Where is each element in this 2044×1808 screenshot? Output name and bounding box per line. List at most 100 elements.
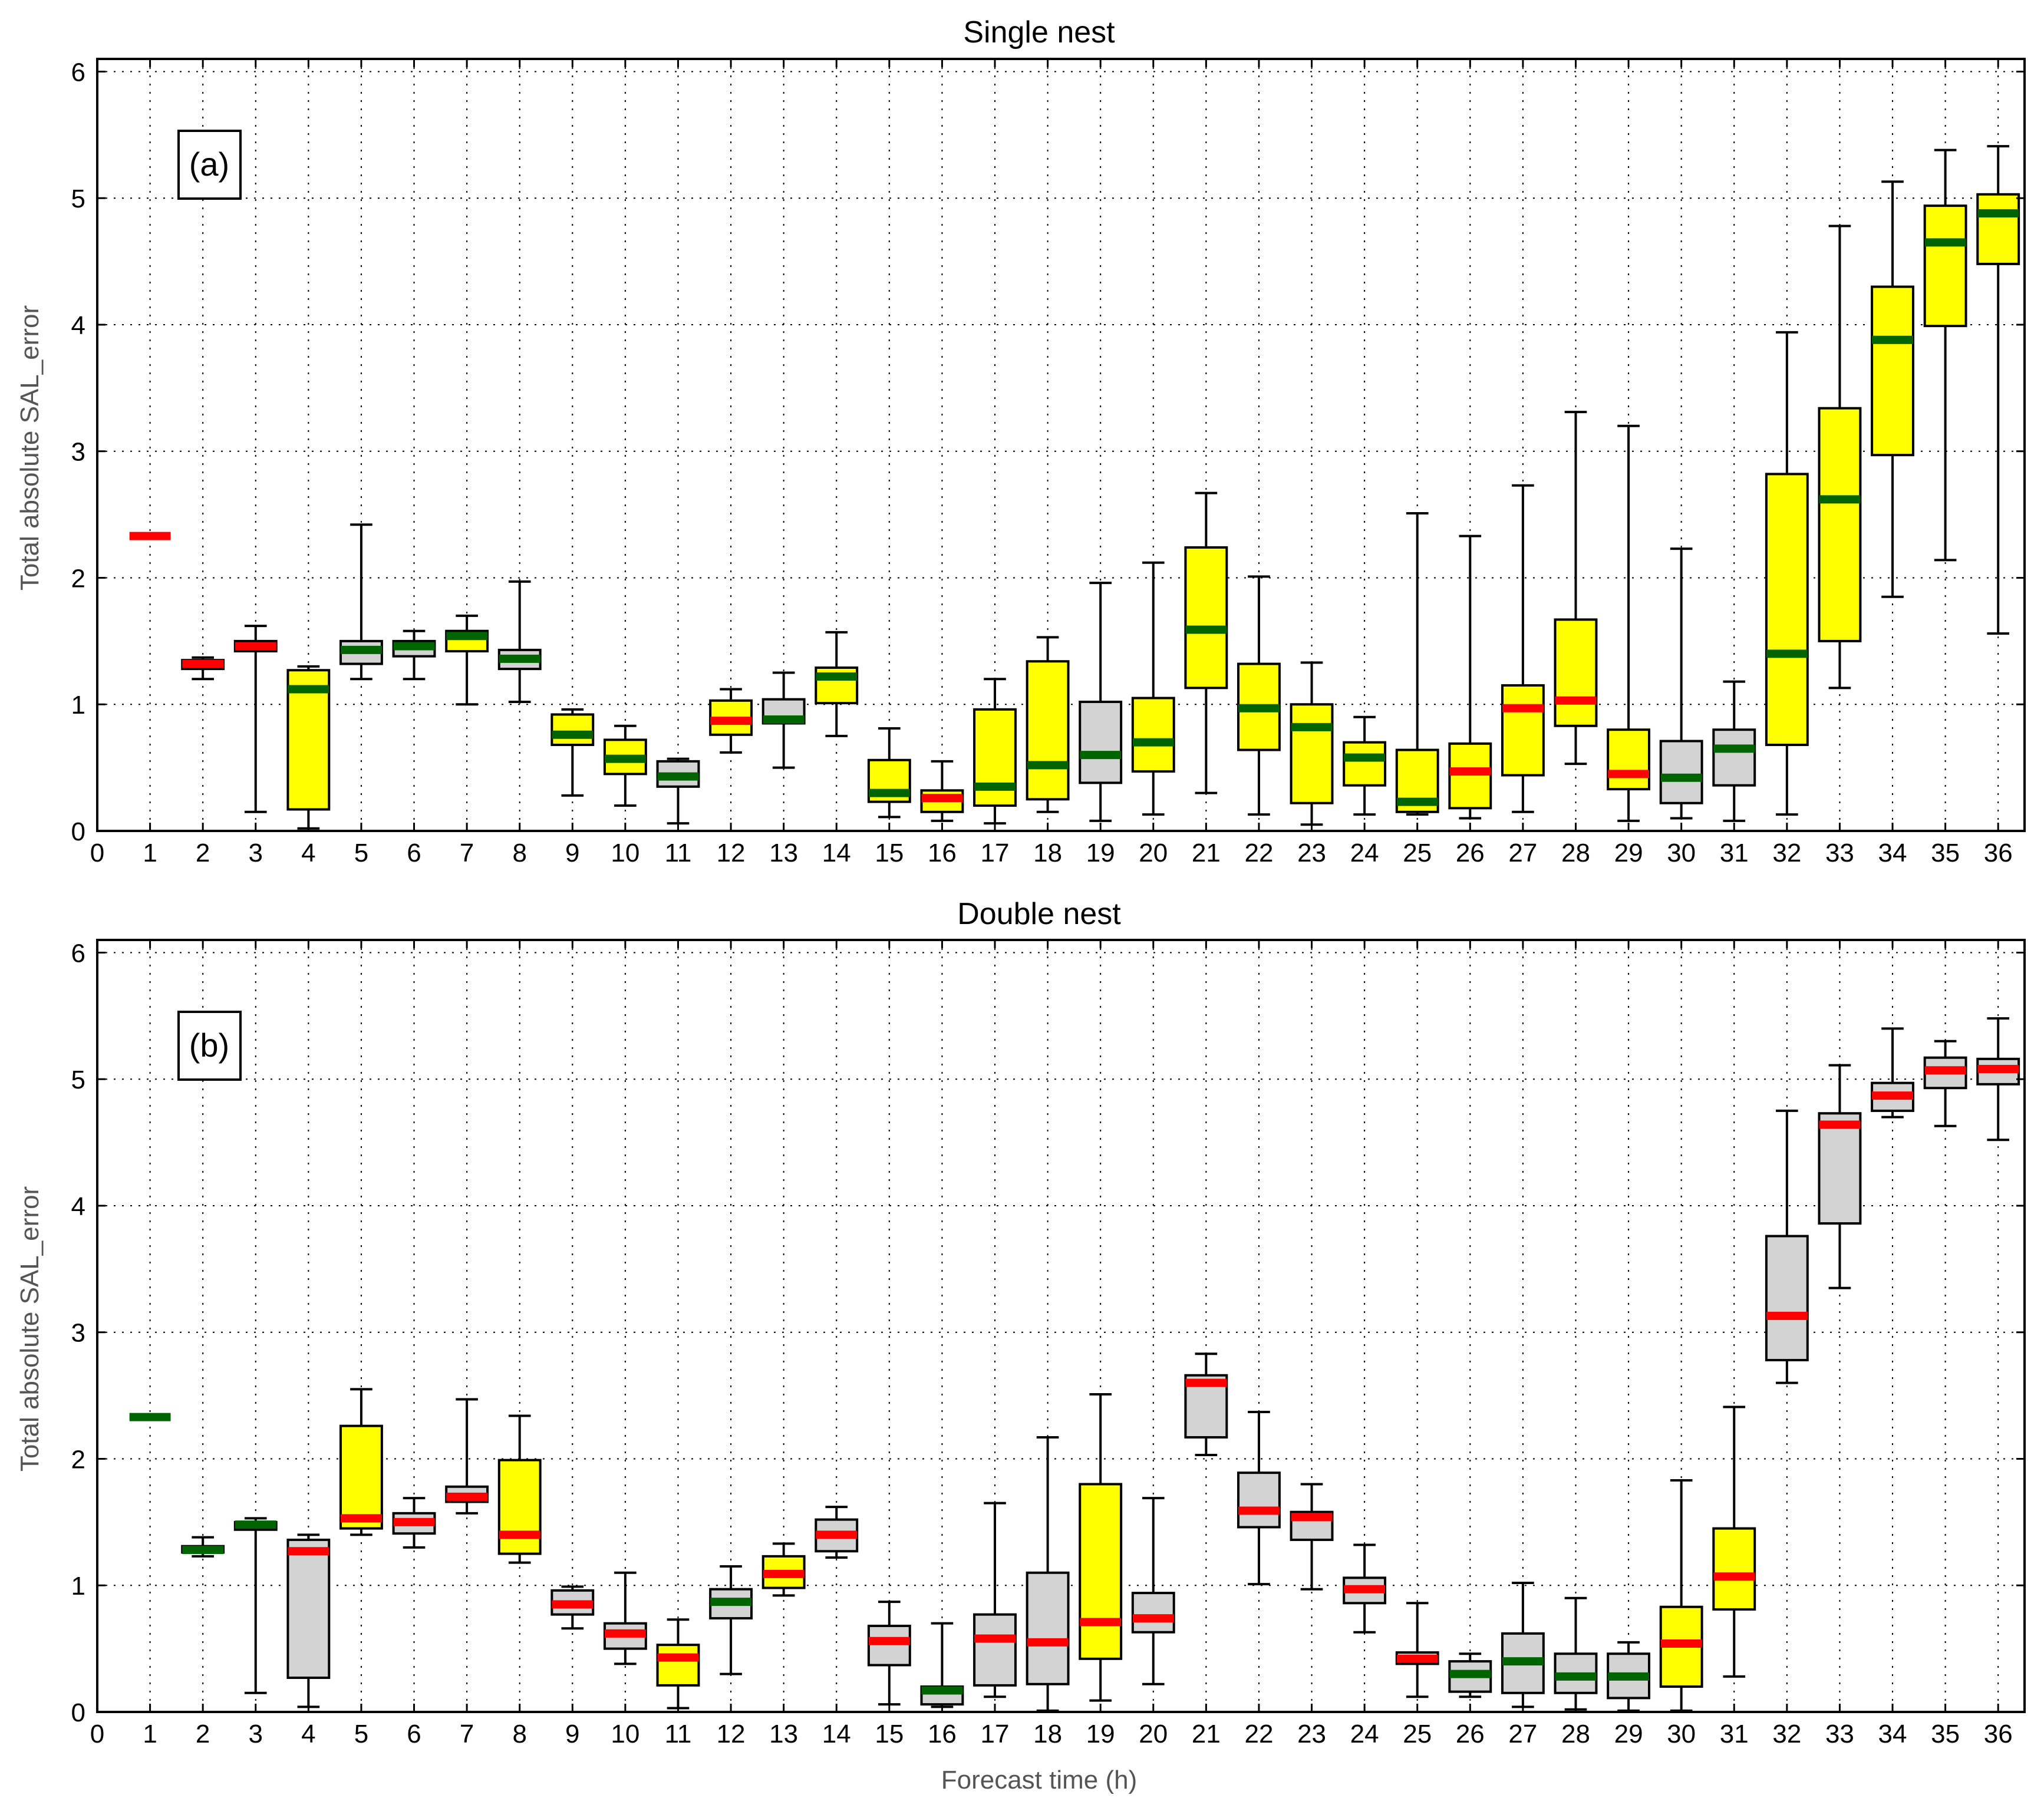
iqr-box bbox=[1923, 204, 1967, 328]
iqr-box bbox=[286, 669, 331, 811]
box-x-15 bbox=[867, 727, 911, 819]
box-x-21 bbox=[1184, 491, 1228, 794]
box-x-2 bbox=[181, 1536, 225, 1558]
axis-ticks: 0 1 2 3 4 5 6 7 8 9 10 11 12 13 14 15 16 17 18 19 20 21 22 23 24… bbox=[71, 58, 2025, 867]
box-x-12 bbox=[709, 688, 753, 754]
x-tick-label: 0 bbox=[90, 1720, 104, 1748]
box-x-3 bbox=[233, 1517, 278, 1694]
x-tick-label: 29 bbox=[1614, 1720, 1643, 1748]
x-tick-label: 15 bbox=[875, 1720, 904, 1748]
box-x-14 bbox=[815, 631, 859, 737]
panel-label: (a) bbox=[189, 146, 229, 183]
box-x-31 bbox=[1712, 1406, 1756, 1678]
x-tick-label: 28 bbox=[1561, 839, 1590, 867]
box-x-30 bbox=[1659, 1479, 1703, 1712]
panel-label: (b) bbox=[189, 1027, 229, 1064]
x-tick-label: 11 bbox=[665, 1720, 692, 1748]
iqr-box bbox=[1554, 618, 1598, 727]
iqr-box bbox=[339, 1424, 383, 1530]
x-tick-label: 18 bbox=[1033, 1720, 1062, 1748]
iqr-box bbox=[1712, 1527, 1756, 1611]
x-tick-label: 24 bbox=[1350, 1720, 1379, 1748]
y-tick-label: 3 bbox=[71, 438, 85, 467]
iqr-box bbox=[1712, 728, 1756, 787]
x-tick-label: 33 bbox=[1825, 1720, 1854, 1748]
iqr-box bbox=[1131, 1592, 1175, 1634]
box-x-29 bbox=[1607, 1641, 1651, 1712]
box-x-17 bbox=[973, 678, 1017, 825]
iqr-box bbox=[1026, 660, 1070, 801]
x-tick-label: 10 bbox=[611, 1720, 639, 1748]
box-x-13 bbox=[761, 671, 806, 769]
x-tick-label: 29 bbox=[1614, 839, 1643, 867]
iqr-box bbox=[656, 1644, 700, 1687]
x-tick-label: 27 bbox=[1508, 1720, 1537, 1748]
x-tick-label: 33 bbox=[1825, 839, 1854, 867]
box-x-16 bbox=[920, 760, 964, 822]
iqr-box bbox=[1501, 684, 1545, 777]
box-x-35 bbox=[1923, 149, 1967, 562]
box-x-18 bbox=[1026, 1436, 1070, 1712]
iqr-box bbox=[973, 1613, 1017, 1687]
x-tick-label: 8 bbox=[512, 1720, 526, 1748]
x-tick-label: 16 bbox=[928, 1720, 957, 1748]
y-axis-label: Total absolute SAL_error bbox=[15, 305, 44, 590]
x-tick-label: 26 bbox=[1456, 839, 1485, 867]
box-x-30 bbox=[1659, 547, 1703, 820]
y-tick-label: 0 bbox=[71, 817, 85, 846]
box-x-5 bbox=[339, 1388, 383, 1536]
x-tick-label: 34 bbox=[1878, 839, 1907, 867]
x-axis-label: Forecast time (h) bbox=[941, 1766, 1138, 1794]
box-x-22 bbox=[1237, 1411, 1281, 1586]
box-x-13 bbox=[761, 1542, 806, 1597]
box-x-4 bbox=[286, 665, 331, 830]
box-x-35 bbox=[1923, 1040, 1967, 1127]
x-tick-label: 4 bbox=[301, 1720, 315, 1748]
y-tick-label: 0 bbox=[71, 1698, 85, 1727]
x-tick-label: 15 bbox=[875, 839, 904, 867]
x-tick-label: 21 bbox=[1192, 1720, 1221, 1748]
x-tick-label: 8 bbox=[512, 839, 526, 867]
iqr-box bbox=[1079, 700, 1123, 784]
box-x-24 bbox=[1343, 1543, 1387, 1634]
x-tick-label: 0 bbox=[90, 839, 104, 867]
iqr-box bbox=[867, 1624, 911, 1667]
box-marks bbox=[129, 145, 2020, 830]
box-x-26 bbox=[1448, 1652, 1492, 1698]
x-tick-label: 17 bbox=[981, 1720, 1010, 1748]
box-x-14 bbox=[815, 1506, 859, 1559]
x-tick-label: 21 bbox=[1192, 839, 1221, 867]
x-tick-label: 23 bbox=[1297, 1720, 1326, 1748]
y-tick-label: 4 bbox=[71, 311, 85, 340]
x-tick-label: 16 bbox=[928, 839, 957, 867]
iqr-box bbox=[1448, 742, 1492, 810]
x-tick-label: 23 bbox=[1297, 839, 1326, 867]
y-tick-label: 5 bbox=[71, 184, 85, 213]
x-tick-label: 20 bbox=[1139, 839, 1168, 867]
iqr-box bbox=[497, 1459, 542, 1555]
x-tick-label: 13 bbox=[769, 1720, 798, 1748]
y-tick-label: 5 bbox=[71, 1065, 85, 1094]
box-x-21 bbox=[1184, 1352, 1228, 1457]
box-marks bbox=[129, 1017, 2020, 1712]
iqr-box bbox=[1290, 703, 1334, 804]
x-tick-label: 25 bbox=[1403, 1720, 1432, 1748]
box-x-27 bbox=[1501, 484, 1545, 813]
x-tick-label: 32 bbox=[1772, 839, 1801, 867]
iqr-box bbox=[1184, 546, 1228, 689]
iqr-box bbox=[1818, 407, 1862, 642]
iqr-box bbox=[1026, 1571, 1070, 1685]
y-tick-label: 6 bbox=[71, 939, 85, 968]
x-tick-label: 4 bbox=[301, 839, 315, 867]
y-tick-label: 2 bbox=[71, 564, 85, 593]
y-tick-label: 2 bbox=[71, 1445, 85, 1474]
box-x-23 bbox=[1290, 661, 1334, 826]
panel-label-box: (a) bbox=[177, 130, 242, 200]
iqr-box bbox=[1343, 741, 1387, 787]
x-tick-label: 2 bbox=[196, 1720, 210, 1748]
iqr-box bbox=[1237, 1472, 1281, 1529]
iqr-box bbox=[1765, 1235, 1809, 1361]
box-x-7 bbox=[445, 614, 489, 706]
